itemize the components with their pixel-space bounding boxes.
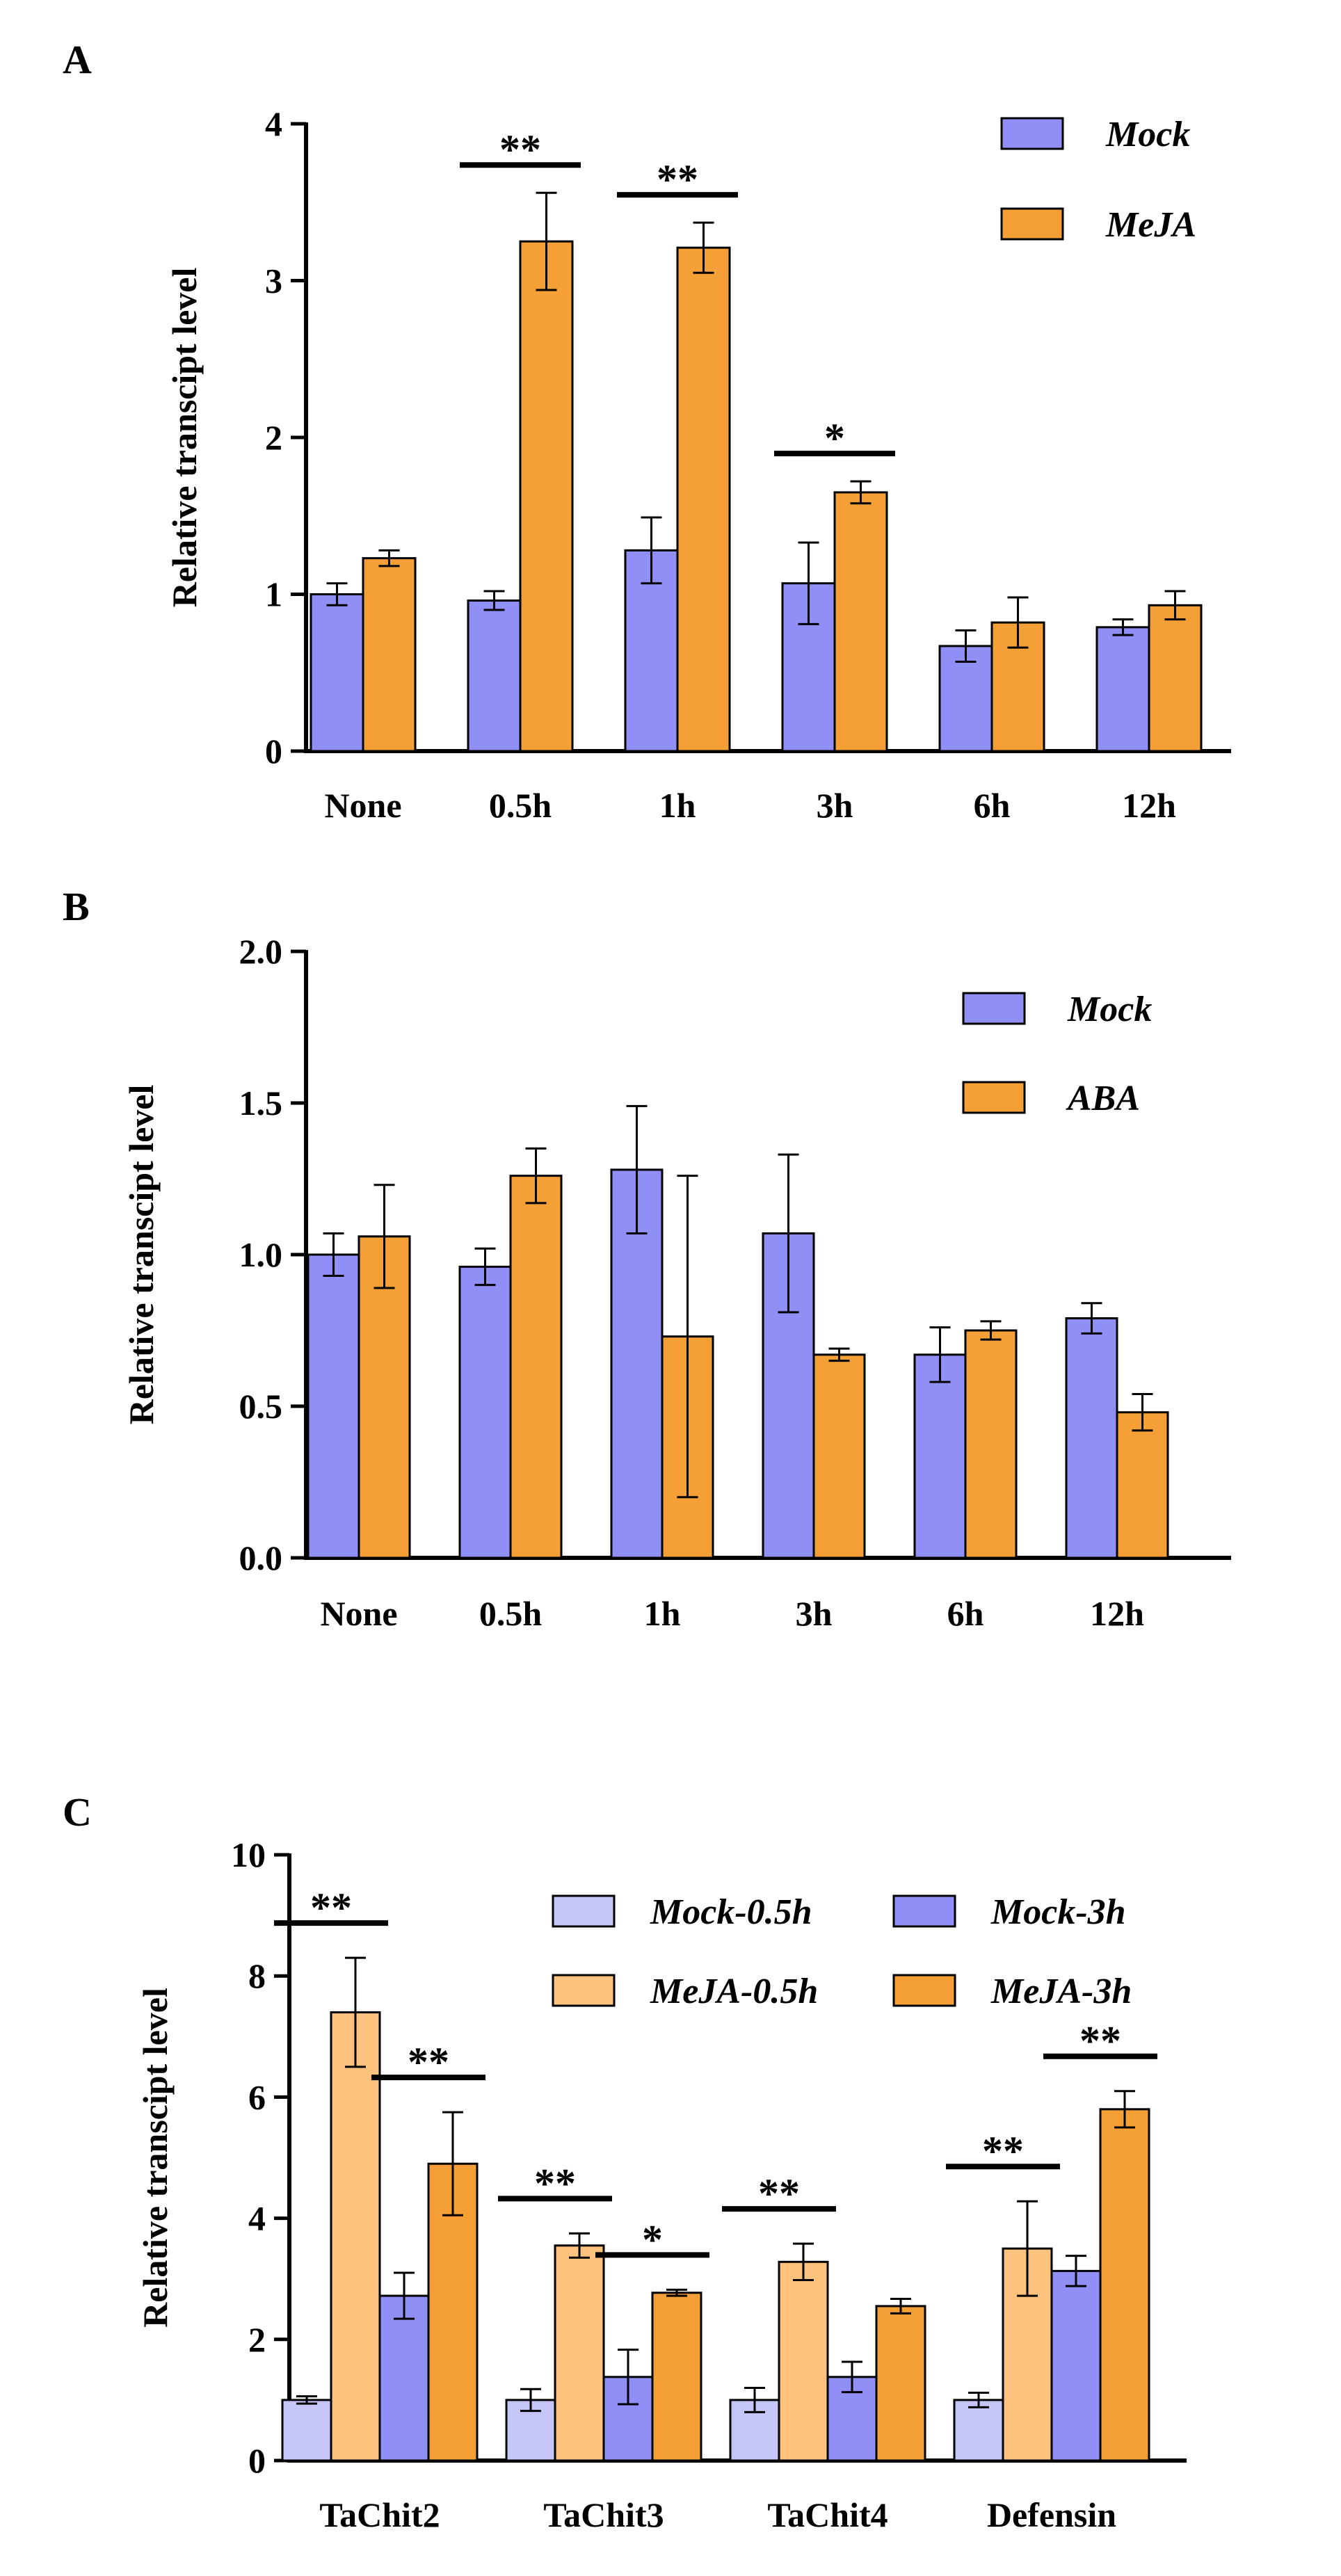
panel-a-x-tick-label: 1h [659, 786, 696, 825]
panel-a-legend-swatch-mock [1000, 117, 1064, 150]
panel-b-y-tick-label: 1.0 [239, 1235, 283, 1274]
panel-c-significance-marker: ** [758, 2171, 800, 2216]
panel-a-significance-marker: ** [657, 156, 698, 202]
panel-c-bar-mock-3h-tachit2 [378, 2294, 430, 2462]
panel-a-legend-swatch-meja [1000, 207, 1064, 241]
panel-c-y-axis-title: Relative transcipt level [136, 1988, 175, 2328]
panel-c-legend-label-meja-3h: MeJA-3h [990, 1972, 1132, 2011]
panel-b-y-tick-label: 2.0 [239, 932, 283, 971]
panel-c-bar-meja-3h-defensin [1099, 2108, 1150, 2462]
panel-c-bar-meja-3h-tachit3 [651, 2292, 702, 2462]
panel-a-legend-label-mock: Mock [1105, 115, 1190, 154]
panel-a-legend-label-meja: MeJA [1105, 205, 1196, 245]
panel-c-y-tick-label: 0 [248, 2441, 266, 2480]
panel-b-x-tick-label: 1h [644, 1594, 681, 1633]
panel-b-bar-mock-0.5h [458, 1265, 512, 1559]
panel-a-x-tick-label: 6h [974, 786, 1011, 825]
panel-a-bar-meja-1h [676, 246, 731, 752]
panel-a-bar-meja-0.5h [519, 240, 574, 752]
panel-a-y-tick-label: 0 [265, 732, 282, 771]
panel-c-legend-label-meja-0.5h: MeJA-0.5h [650, 1972, 818, 2011]
panel-b-y-tick-label: 1.5 [239, 1084, 283, 1122]
panel-a-x-tick-label: 0.5h [489, 786, 552, 825]
panel-c-x-tick-label: TaChit2 [319, 2495, 440, 2534]
panel-c-bar-meja-3h-tachit4 [875, 2305, 926, 2462]
panel-b-y-axis-title: Relative transcipt level [122, 1085, 161, 1425]
panel-a-significance-marker: ** [499, 127, 541, 172]
panel-c-y-tick-label: 6 [248, 2077, 266, 2116]
panel-c-legend-swatch-mock-0.5h [552, 1894, 616, 1928]
panel-c-x-tick-label: TaChit3 [543, 2495, 664, 2534]
panel-a-x-tick-label: None [324, 786, 401, 825]
panel-a-bar-meja-none [362, 557, 417, 752]
panel-b-legend-label-aba: ABA [1066, 1079, 1140, 1118]
panel-b-x-tick-label: 6h [947, 1594, 984, 1633]
panel-a-x-tick-label: 3h [817, 786, 853, 825]
panel-c-chart: C 0 2 4 6 8 10 Relative transcipt level TaChit2 T… [63, 1789, 1187, 2534]
panel-a-bar-mock-12h [1095, 626, 1150, 752]
panel-c-x-tick-label: TaChit4 [767, 2495, 888, 2534]
panel-b-x-tick-label: 0.5h [479, 1594, 543, 1633]
panel-c-legend-swatch-meja-3h [892, 1974, 956, 2007]
panel-b-chart: B 0.0 0.5 1.0 1.5 2.0 Relative transcipt level… [63, 884, 1231, 1633]
panel-b-legend-swatch-aba [962, 1081, 1026, 1114]
panel-b-bar-aba-12h [1116, 1411, 1169, 1559]
panel-c-significance-marker: * [642, 2216, 663, 2262]
panel-c-x-tick-label: Defensin [987, 2495, 1116, 2534]
panel-a-significance-marker: * [824, 415, 845, 461]
panel-c-bar-mock-0.5h-defensin [953, 2399, 1004, 2462]
panel-a-chart: A 0 1 2 3 4 Relative transcipt level None 0.5h 1h… [63, 37, 1231, 825]
panel-c-bar-mock-0.5h-tachit2 [281, 2399, 332, 2462]
panel-a-bar-mock-none [310, 593, 364, 752]
panel-c-y-tick-label: 4 [248, 2199, 266, 2238]
panel-c-significance-marker: ** [1079, 2018, 1121, 2064]
panel-b-bar-aba-3h [812, 1353, 866, 1559]
panel-b-label: B [63, 884, 90, 929]
panel-b-x-tick-label: 3h [796, 1594, 833, 1633]
panel-c-legend-label-mock-0.5h: Mock-0.5h [650, 1892, 812, 1932]
panel-a-y-tick-label: 2 [265, 418, 282, 457]
panel-a-x-tick-label: 12h [1122, 786, 1176, 825]
panel-c-y-tick-label: 2 [248, 2320, 266, 2359]
panel-a-bar-mock-0.5h [467, 599, 522, 752]
panel-b-legend-swatch-mock [962, 992, 1026, 1025]
panel-c-bar-meja-0.5h-tachit2 [330, 2011, 381, 2462]
panel-a-y-tick-label: 4 [265, 104, 282, 143]
panel-c-label: C [63, 1789, 92, 1835]
panel-c-bar-meja-0.5h-tachit4 [778, 2260, 829, 2462]
panel-c-significance-marker: ** [310, 1885, 352, 1931]
panel-b-x-tick-label: 12h [1090, 1594, 1144, 1633]
panel-c-y-tick-label: 8 [248, 1956, 266, 1995]
panel-c-significance-marker: ** [408, 2039, 449, 2085]
panel-a-bar-meja-12h [1148, 604, 1203, 752]
panel-b-legend-label-mock: Mock [1067, 990, 1152, 1029]
panel-b-bar-mock-12h [1065, 1317, 1118, 1559]
panel-c-legend-label-mock-3h: Mock-3h [990, 1892, 1126, 1932]
panel-b-x-tick-label: None [320, 1594, 397, 1633]
panel-b-bar-aba-0.5h [509, 1175, 563, 1559]
panel-a-label: A [63, 37, 92, 82]
panel-a-y-axis-title: Relative transcipt level [165, 268, 204, 608]
panel-b-y-tick-label: 0.0 [239, 1538, 283, 1577]
panel-a-y-tick-label: 1 [265, 575, 282, 614]
panel-b-bar-mock-none [307, 1253, 360, 1559]
panel-b-bar-aba-6h [964, 1329, 1018, 1559]
panel-c-bar-meja-0.5h-tachit3 [554, 2244, 605, 2462]
panel-b-bar-mock-6h [913, 1353, 967, 1559]
panel-c-significance-marker: ** [534, 2160, 576, 2206]
panel-b-y-tick-label: 0.5 [239, 1387, 283, 1426]
panel-a-bar-meja-3h [833, 491, 888, 752]
panel-c-legend-swatch-mock-3h [892, 1894, 956, 1928]
panel-b-bar-aba-none [358, 1235, 411, 1559]
panel-a-bar-mock-6h [938, 645, 993, 752]
panel-c-significance-marker: ** [982, 2128, 1024, 2174]
panel-c-legend-swatch-meja-0.5h [552, 1974, 616, 2007]
panel-c-bar-mock-3h-defensin [1050, 2269, 1102, 2462]
panel-c-y-tick-label: 10 [231, 1835, 266, 1874]
panel-a-y-tick-label: 3 [265, 261, 282, 300]
